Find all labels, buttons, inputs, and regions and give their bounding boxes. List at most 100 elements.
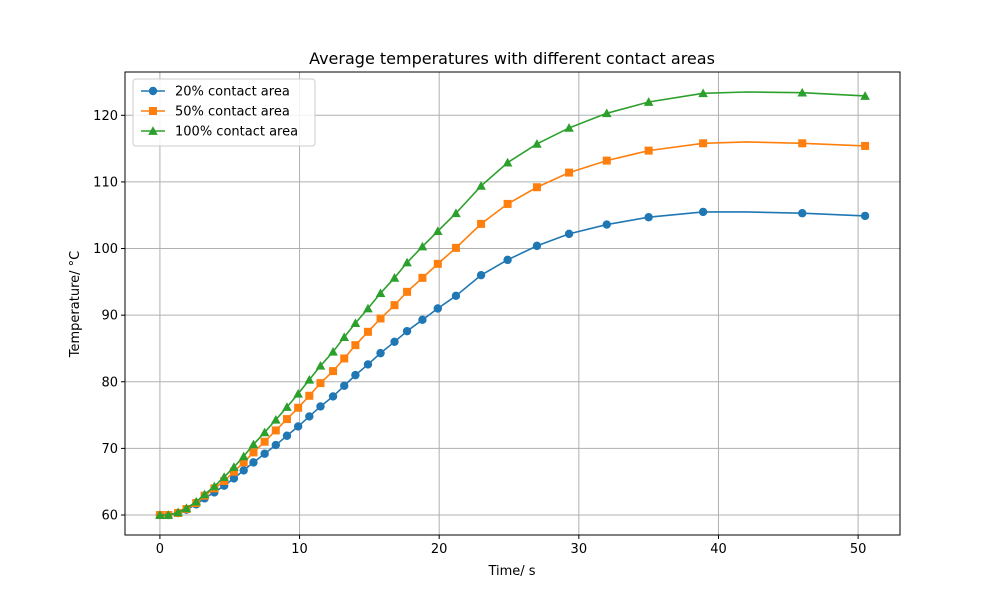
x-axis-label: Time/ s (487, 564, 535, 579)
data-point (418, 273, 427, 282)
legend-marker (148, 86, 158, 96)
data-point (249, 458, 258, 467)
data-point (316, 379, 325, 388)
data-point (351, 370, 360, 380)
data-point (249, 448, 258, 457)
data-point (565, 168, 574, 177)
data-point (532, 183, 541, 192)
data-point (209, 481, 220, 491)
legend-marker (148, 126, 158, 135)
data-point (798, 209, 807, 218)
data-point (417, 241, 428, 251)
data-point (644, 146, 653, 155)
legend-item: 50% contact area (141, 105, 290, 120)
data-point (860, 91, 870, 100)
data-point (418, 315, 427, 325)
data-point (402, 257, 412, 267)
data-point (260, 449, 269, 458)
data-point (282, 431, 292, 440)
data-point (181, 503, 192, 513)
data-point (229, 467, 238, 476)
data-point (328, 392, 338, 401)
data-point (476, 270, 486, 280)
data-point (155, 510, 165, 519)
data-point (532, 139, 542, 148)
data-point (293, 422, 303, 431)
legend-item: 100% contact area (141, 125, 298, 140)
data-point (339, 332, 350, 341)
data-point (432, 226, 443, 236)
data-point (220, 477, 229, 486)
y-tick-label: 120 (93, 109, 118, 124)
x-tick-label: 20 (431, 542, 448, 557)
data-point (328, 346, 338, 356)
data-point (191, 496, 202, 506)
legend-marker (149, 107, 157, 115)
data-point (797, 87, 808, 97)
data-point (402, 326, 412, 336)
data-point (363, 327, 372, 336)
data-point (316, 402, 325, 411)
data-point (564, 123, 574, 132)
grid (125, 72, 900, 535)
data-point (363, 360, 373, 369)
data-point (351, 341, 360, 350)
data-point (376, 348, 385, 358)
data-point (451, 291, 461, 301)
data-point (239, 458, 248, 467)
chart-title: Average temperatures with different cont… (309, 49, 715, 68)
x-tick-label: 0 (156, 542, 164, 557)
series-1 (155, 207, 870, 520)
data-point (239, 466, 248, 475)
data-point (305, 412, 314, 421)
data-point (315, 360, 326, 370)
data-point (451, 243, 460, 252)
data-point (389, 273, 400, 282)
data-point (403, 287, 412, 296)
data-point (602, 220, 611, 229)
y-tick-label: 100 (93, 242, 118, 257)
data-point (390, 337, 399, 347)
y-axis-label: Temperature/ °C (68, 251, 83, 358)
data-point (451, 208, 461, 218)
data-point (644, 213, 653, 222)
data-point (293, 388, 303, 398)
legend-label: 20% contact area (175, 85, 290, 100)
legend-box (132, 78, 316, 147)
data-point (860, 211, 870, 221)
plot-frame (124, 71, 901, 536)
legend-label: 100% contact area (175, 125, 298, 140)
data-point (698, 88, 708, 98)
x-tick-label: 40 (710, 542, 727, 557)
ticks: 0 10 20 30 40 50 60 70 80 90 100 110 120 (93, 109, 866, 557)
x-tick-label: 10 (291, 542, 308, 557)
data-point (375, 288, 386, 298)
legend-label: 50% contact area (175, 105, 290, 120)
data-point (861, 141, 870, 150)
data-point (433, 259, 442, 268)
data-point (477, 219, 486, 228)
data-point (199, 489, 210, 499)
data-point (476, 181, 486, 190)
data-point (698, 207, 708, 217)
data-point (229, 462, 239, 471)
data-point (350, 318, 361, 327)
x-tick-label: 30 (571, 542, 588, 557)
data-point (376, 314, 385, 323)
data-point (259, 427, 270, 437)
series-2 (155, 139, 870, 520)
y-tick-label: 80 (101, 375, 118, 390)
data-point (503, 255, 512, 265)
data-point (260, 437, 269, 446)
data-point (363, 303, 373, 313)
series-layer (155, 87, 870, 520)
data-point (699, 139, 708, 148)
data-point (502, 157, 513, 167)
data-point (238, 451, 249, 461)
data-point (340, 354, 349, 363)
legend: 20% contact area 50% contact area 100% con… (132, 78, 316, 147)
data-point (248, 439, 259, 449)
data-point (798, 139, 807, 148)
data-point (271, 440, 281, 450)
data-point (305, 391, 314, 400)
